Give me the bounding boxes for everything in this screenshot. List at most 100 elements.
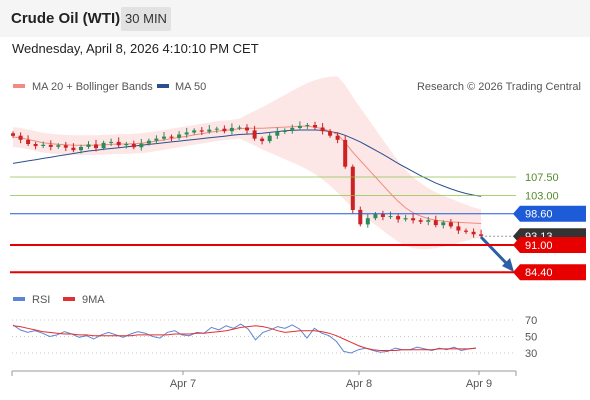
candle-body: [373, 214, 378, 219]
main-plot: [11, 76, 514, 272]
candle-body: [350, 166, 355, 210]
candle-body: [418, 220, 423, 222]
candle-body: [26, 139, 31, 144]
ma20-legend-label: MA 20 + Bollinger Bands: [32, 81, 153, 93]
candle-body: [267, 135, 272, 142]
level-label-98-60: 98.60: [525, 209, 553, 221]
candle-body: [48, 144, 53, 147]
candle-body: [297, 125, 302, 128]
candle-body: [101, 142, 106, 149]
forecast-arrow-shaft: [479, 235, 510, 267]
ma20-legend-swatch: [13, 84, 25, 88]
candle-body: [403, 218, 408, 220]
candle-body: [305, 125, 310, 126]
x-tick-label: Apr 8: [346, 378, 372, 390]
candle-body: [86, 144, 91, 147]
rsi-legend-label: RSI: [32, 294, 50, 306]
candle-body: [214, 128, 219, 130]
candle-body: [290, 127, 295, 131]
candle-body: [11, 133, 15, 136]
candle-body: [260, 138, 265, 142]
candle-body: [154, 138, 159, 141]
candle-body: [448, 222, 453, 227]
candle-body: [411, 218, 416, 221]
candle-body: [388, 216, 393, 218]
x-axis: Apr 7 Apr 8 Apr 9: [11, 370, 517, 390]
candle-body: [33, 144, 38, 147]
candle-body: [94, 144, 98, 149]
candle-body: [116, 141, 121, 146]
level-tag-98-60: [513, 205, 586, 222]
candle-body: [109, 141, 114, 143]
ma50-legend-swatch: [157, 84, 169, 88]
candle-body: [56, 145, 61, 147]
candle-body: [380, 214, 385, 217]
candle-body: [335, 135, 340, 140]
credit-label: Research © 2026 Trading Central: [417, 81, 581, 93]
candle-body: [199, 130, 204, 132]
candle-body: [471, 231, 476, 235]
candle-body: [184, 132, 189, 135]
x-tick-label: Apr 7: [170, 378, 196, 390]
level-label-103-00: 103.00: [525, 191, 559, 203]
rsi-legend: RSI 9MA: [13, 294, 105, 306]
candle-body: [313, 125, 317, 128]
rsi-tick-label-30: 30: [525, 348, 537, 360]
candle-body: [177, 134, 182, 138]
candle-body: [124, 144, 129, 146]
forecast-arrow-head: [502, 258, 514, 272]
candle-body: [169, 136, 174, 138]
rsi-ma9-line: [12, 325, 477, 351]
candle-body: [433, 220, 438, 226]
candle-body: [252, 130, 257, 139]
candle-body: [162, 136, 166, 139]
candle-body: [358, 209, 363, 225]
candle-body: [282, 130, 287, 132]
candle-body: [63, 145, 68, 148]
candle-body: [79, 146, 83, 151]
candle-body: [245, 127, 249, 131]
candle-body: [275, 132, 280, 136]
date-line: Wednesday, April 8, 2026 4:10:10 PM CET: [12, 41, 259, 56]
level-label-107-50: 107.50: [525, 172, 559, 184]
candle-body: [320, 127, 325, 132]
candle-body: [464, 230, 468, 232]
candle-body: [426, 220, 431, 222]
candle-body: [146, 140, 151, 144]
bollinger-band-area: [13, 76, 482, 250]
instrument-title: Crude Oil (WTI): [11, 10, 121, 27]
timeframe-button[interactable]: 30 MIN: [121, 7, 171, 31]
ma9-legend-label: 9MA: [82, 294, 105, 306]
level-label-84-40: 84.40: [525, 267, 553, 279]
x-tick-label: Apr 9: [466, 378, 492, 390]
rsi-line: [12, 323, 477, 354]
ma50-legend-label: MA 50: [175, 81, 206, 93]
candle-body: [456, 226, 461, 231]
candle-body: [41, 144, 46, 146]
level-tag-91-00: [513, 237, 586, 253]
candle-body: [192, 130, 197, 133]
candle-body: [229, 127, 234, 132]
candle-body: [441, 222, 446, 226]
candle-body: [71, 147, 76, 151]
candle-body: [222, 128, 227, 132]
rsi-tick-label-50: 50: [525, 332, 537, 344]
candle-body: [365, 218, 370, 225]
candle-body: [139, 143, 144, 148]
candle-body: [328, 131, 333, 136]
level-label-91-00: 91.00: [525, 240, 553, 252]
rsi-tick-label-70: 70: [525, 315, 537, 327]
ma50-line: [12, 129, 482, 197]
ma9-legend-swatch: [63, 297, 75, 301]
chart-header: Crude Oil (WTI) 30 MIN: [0, 0, 590, 37]
candle-body: [237, 127, 242, 129]
rsi-plot: 70 50 30: [12, 315, 537, 360]
candle-body: [396, 216, 401, 220]
candle-body: [343, 139, 348, 167]
level-tag-84-40: [513, 264, 586, 281]
rsi-legend-swatch: [13, 297, 25, 301]
candle-body: [207, 129, 212, 132]
main-legend: MA 20 + Bollinger Bands MA 50 Research ©…: [13, 81, 581, 93]
